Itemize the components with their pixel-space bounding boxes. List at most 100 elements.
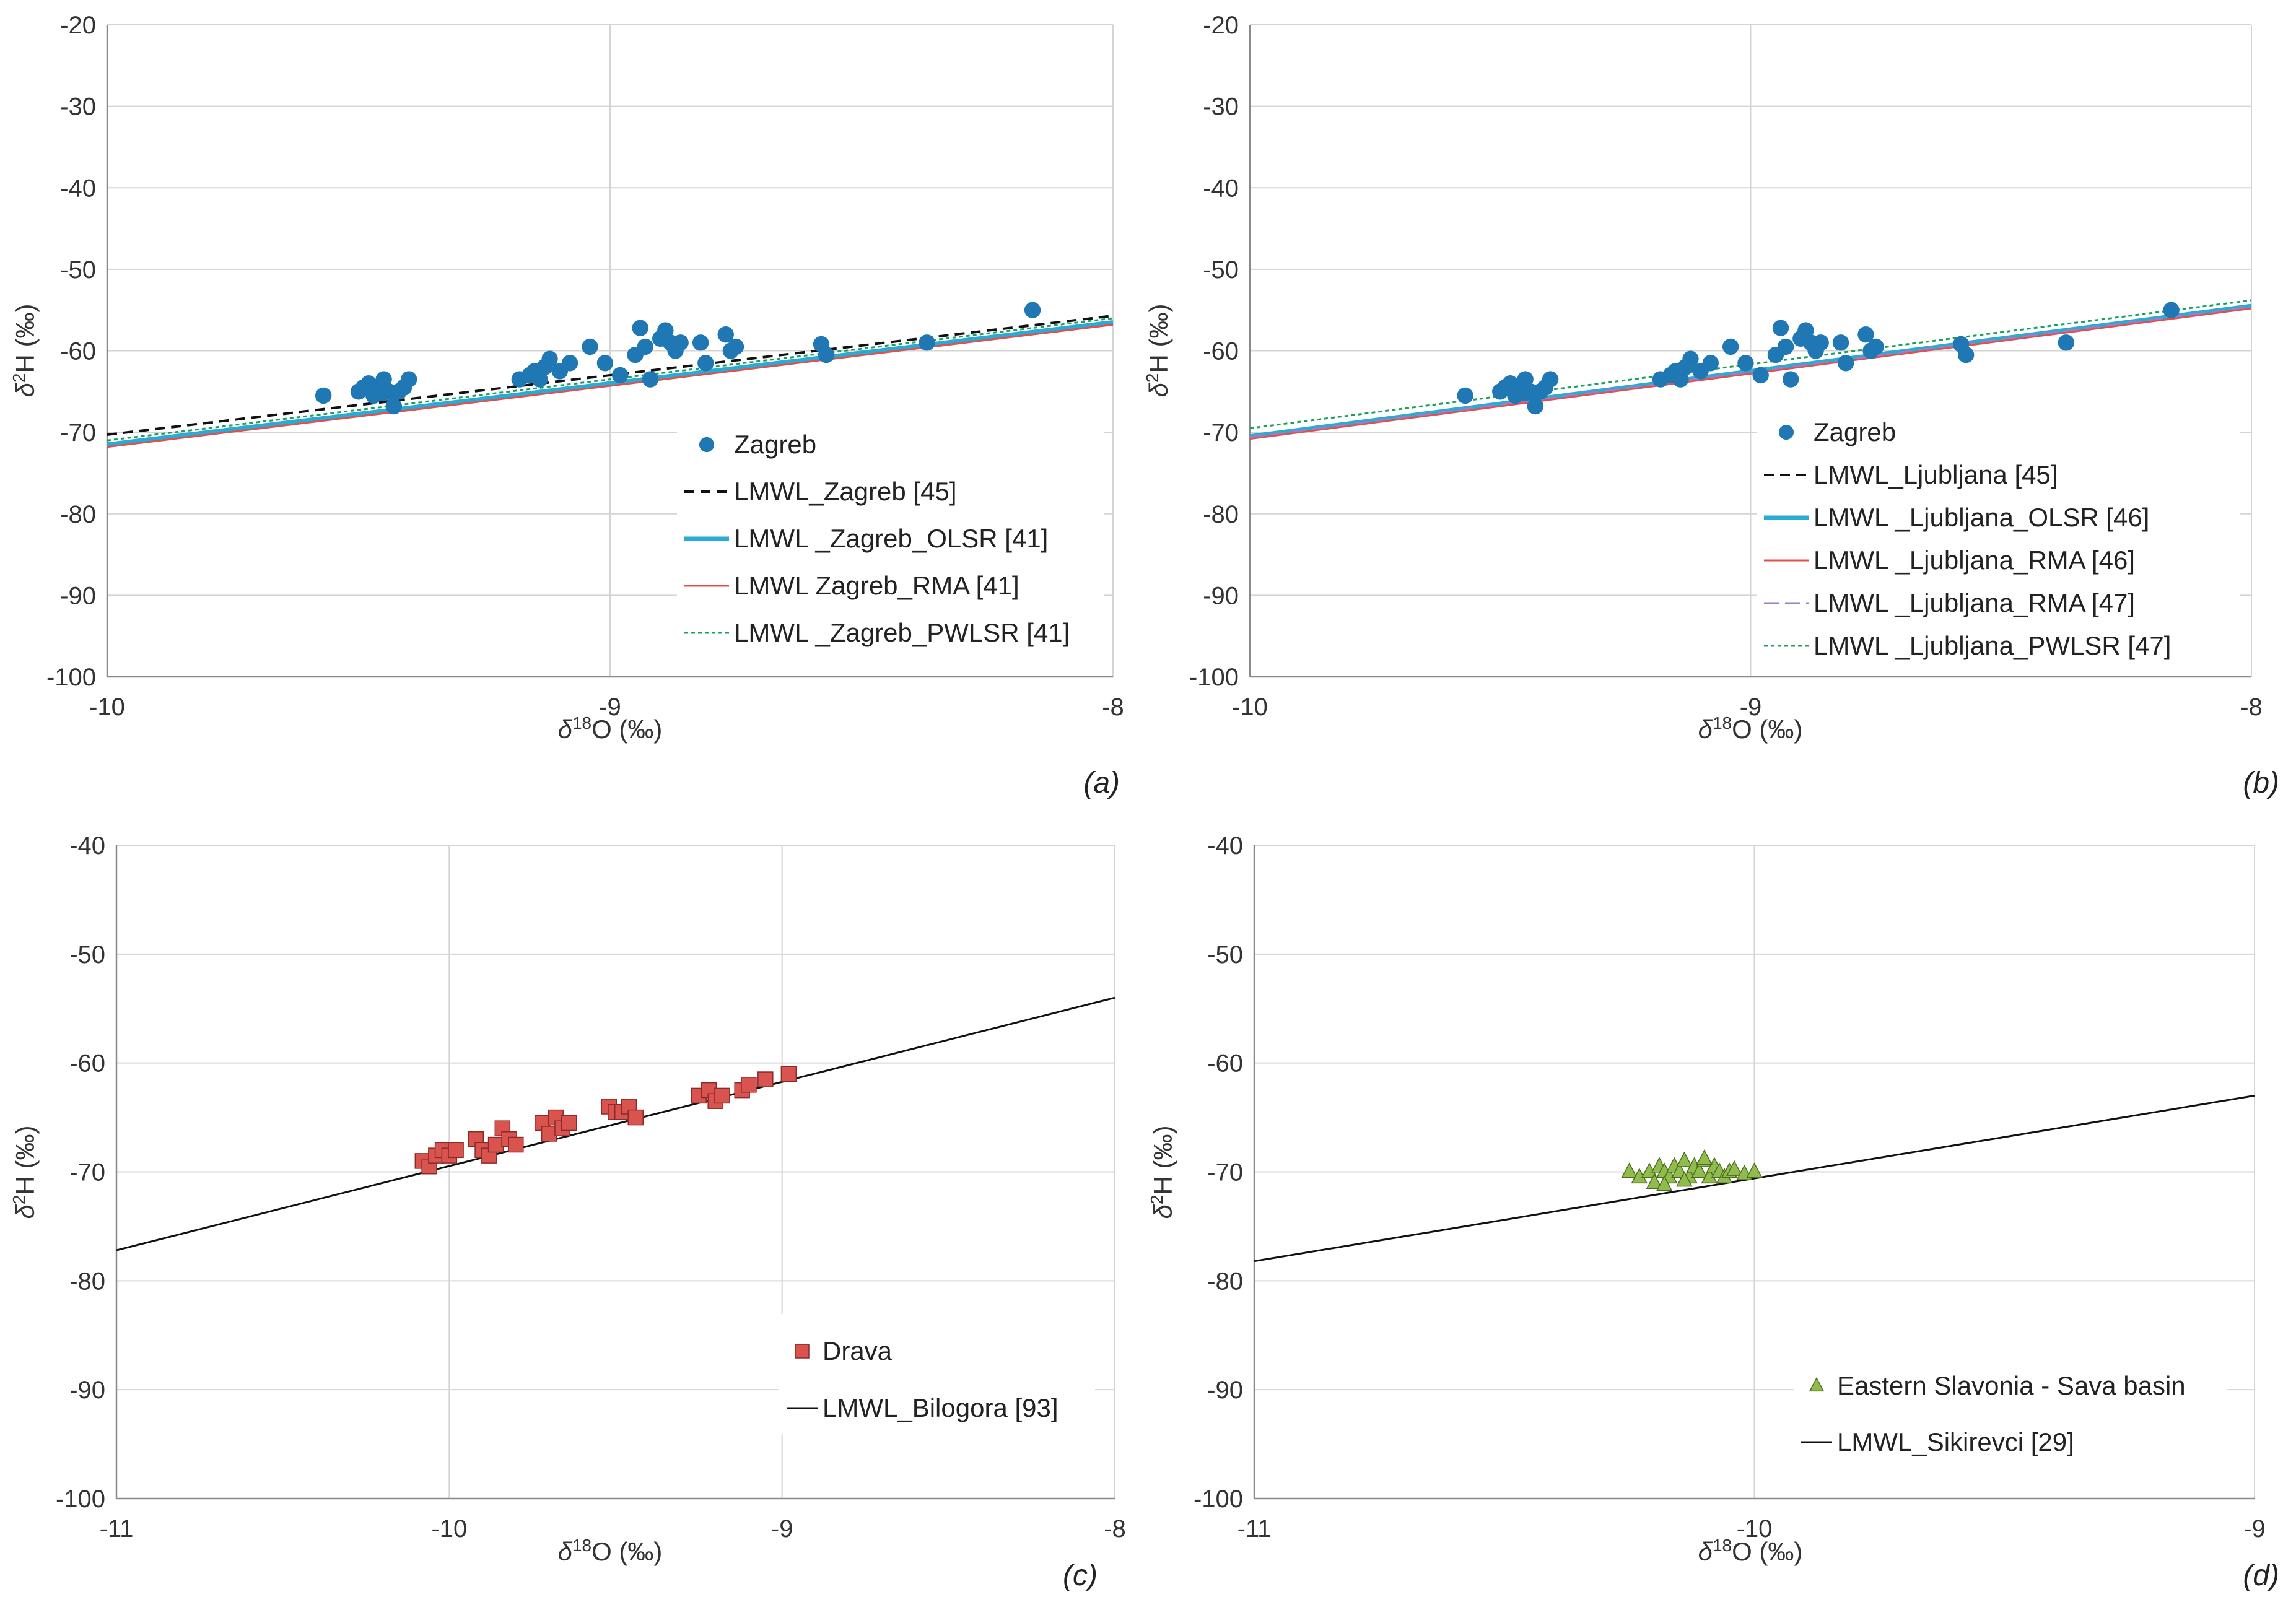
panel-label: (a)	[1083, 767, 1120, 799]
legend: Drava LMWL_Bilogora [93]	[779, 1314, 1095, 1435]
data-point	[1676, 1151, 1693, 1167]
x-tick-label: -8	[1104, 1515, 1126, 1543]
x-tick-label: -8	[2240, 694, 2263, 721]
y-tick-label: -80	[1207, 1268, 1243, 1295]
x-tick-label: -11	[1237, 1515, 1272, 1543]
data-point	[1857, 326, 1874, 343]
legend-label: LMWL _Zagreb_PWLSR [41]	[734, 618, 1070, 647]
data-point	[1656, 1175, 1673, 1191]
y-tick-label: -70	[1207, 1159, 1243, 1186]
series-line	[116, 996, 1115, 1251]
x-tick-label: -9	[2243, 1515, 2266, 1543]
data-point	[541, 350, 558, 367]
data-point	[642, 371, 659, 388]
data-point	[390, 383, 408, 400]
data-point	[1812, 334, 1829, 351]
data-point	[697, 355, 714, 372]
y-tick-label: -50	[60, 256, 96, 284]
data-point	[1702, 355, 1719, 372]
series-line	[107, 320, 1113, 447]
y-axis-title: δ2H (‰)	[9, 1126, 40, 1219]
y-tick-label: -60	[1203, 338, 1239, 365]
series-lines	[1254, 1094, 2255, 1263]
legend-label: LMWL_Bilogora [93]	[823, 1393, 1059, 1422]
data-point	[1024, 302, 1041, 318]
data-point	[401, 371, 417, 388]
y-tick-label: -90	[69, 1377, 105, 1404]
data-point	[1542, 371, 1559, 388]
data-point	[1682, 350, 1699, 367]
legend-label: LMWL _Ljubljana_RMA [47]	[1814, 588, 2135, 617]
y-tick-label: -90	[1207, 1377, 1243, 1404]
data-point	[692, 334, 709, 351]
data-point	[2058, 334, 2075, 351]
data-point	[315, 387, 332, 404]
data-point	[657, 322, 674, 339]
data-point	[1867, 338, 1884, 355]
data-point	[448, 1142, 464, 1159]
legend-marker	[1809, 1377, 1825, 1392]
data-point	[1772, 320, 1789, 336]
panel-label: (d)	[2243, 1559, 2279, 1592]
data-point	[1676, 1171, 1693, 1187]
data-point	[1457, 387, 1473, 404]
legend-label: LMWL _Zagreb_OLSR [41]	[734, 524, 1048, 553]
y-tick-label: -90	[60, 582, 96, 609]
data-point	[582, 338, 598, 355]
data-point	[1527, 398, 1544, 415]
legend-label: Zagreb	[1814, 417, 1896, 446]
y-tick-label: -20	[1203, 12, 1239, 39]
x-tick-label: -8	[1102, 694, 1124, 721]
y-tick-label: -60	[1207, 1050, 1243, 1077]
data-point	[1837, 355, 1854, 372]
data-point	[1517, 385, 1534, 402]
legend: Zagreb LMWL_Ljubljana [45] LMWL _Ljubljana…	[1757, 404, 2240, 668]
y-axis-title: δ2H (‰)	[9, 304, 40, 398]
y-tick-label: -80	[69, 1268, 105, 1295]
data-point	[561, 355, 578, 372]
x-tick-label: -10	[431, 1515, 467, 1543]
y-tick-label: -80	[60, 501, 96, 528]
data-point	[1746, 1162, 1763, 1178]
legend-label: LMWL _Ljubljana_RMA [46]	[1814, 546, 2135, 575]
data-point	[1621, 1162, 1638, 1178]
y-axis-title: δ2H (‰)	[1143, 304, 1174, 398]
series-line	[107, 323, 1113, 448]
series-line	[107, 317, 1113, 442]
y-tick-label: -50	[1207, 941, 1243, 968]
y-tick-label: -50	[69, 941, 105, 968]
x-tick-label: -9	[1740, 694, 1762, 721]
data-point	[627, 1109, 644, 1126]
y-tick-label: -50	[1203, 256, 1239, 284]
data-point	[596, 355, 614, 372]
data-point	[919, 334, 935, 351]
legend-label: Drava	[823, 1336, 893, 1365]
data-point	[780, 1066, 797, 1082]
legend-label: LMWL_Sikirevci [29]	[1837, 1427, 2074, 1456]
data-point	[1737, 355, 1754, 372]
series-lines	[107, 314, 1113, 448]
y-tick-label: -20	[60, 12, 96, 39]
data-point	[632, 320, 648, 336]
x-tick-label: -11	[100, 1515, 134, 1543]
y-tick-label: -100	[1189, 664, 1239, 691]
x-tick-label: -9	[599, 694, 621, 721]
x-axis-title: δ18O (‰)	[1698, 1536, 1803, 1567]
legend-label: Eastern Slavonia - Sava basin	[1837, 1371, 2186, 1400]
data-point	[714, 1087, 730, 1104]
data-point	[508, 1136, 524, 1153]
data-point	[541, 1126, 557, 1142]
legend-label: LMWL _Ljubljana_PWLSR [47]	[1814, 631, 2171, 660]
chart-panel-d: -100 -90 -80 -70 -60 -50 -40 -11 -10 -9 δ18O (‰) δ2…	[1147, 832, 2280, 1592]
y-tick-label: -40	[1203, 175, 1239, 202]
x-axis-title: δ18O (‰)	[558, 713, 663, 744]
data-point	[1517, 371, 1534, 388]
data-point	[1672, 371, 1689, 388]
data-point	[375, 371, 392, 388]
y-tick-label: -90	[1203, 582, 1239, 609]
data-point	[1691, 1162, 1708, 1178]
panel-label: (c)	[1063, 1559, 1098, 1592]
data-point	[727, 338, 744, 355]
series-line	[1254, 1094, 2255, 1263]
